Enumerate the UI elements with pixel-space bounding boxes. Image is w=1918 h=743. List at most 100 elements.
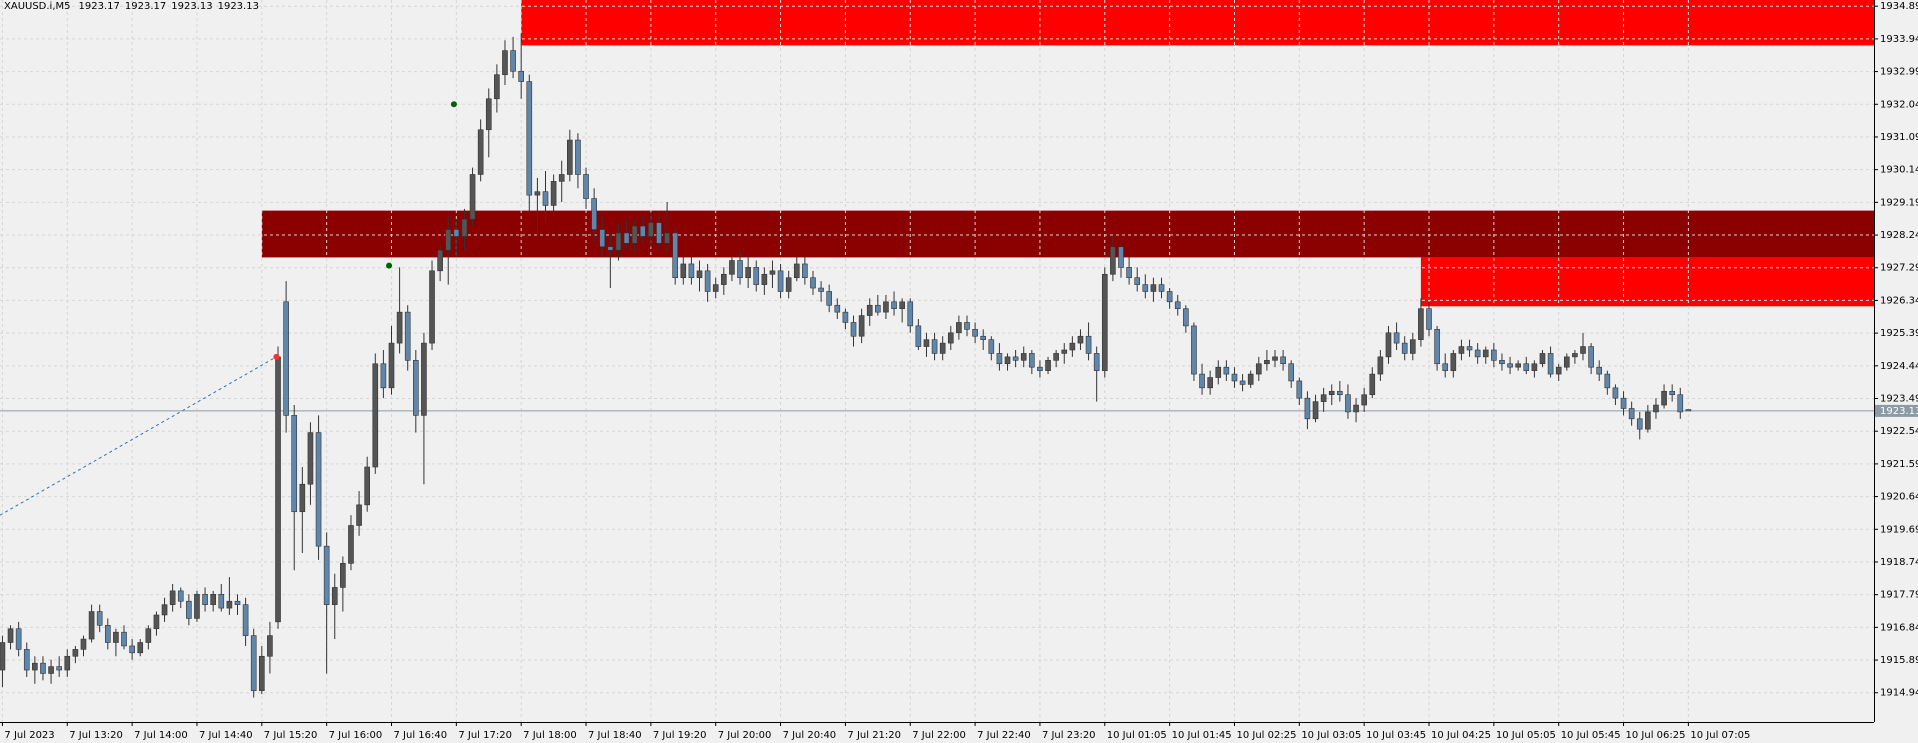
- chart-header: XAUUSD.i,M5 1923.17 1923.17 1923.13 1923.13: [4, 1, 259, 12]
- candle-body: [1337, 390, 1343, 396]
- candle-body: [429, 270, 435, 344]
- candle-body: [1653, 404, 1659, 413]
- candle-body: [315, 432, 322, 547]
- signal-dot: [273, 353, 280, 360]
- candle-body: [96, 611, 103, 626]
- candle-body: [826, 291, 833, 306]
- candle-body: [153, 614, 160, 630]
- candle-body: [615, 232, 622, 251]
- x-tick-label: 7 Jul 16:00: [329, 730, 383, 741]
- candle-body: [104, 624, 111, 643]
- candle-body: [372, 363, 379, 468]
- candle-body: [7, 628, 14, 643]
- x-tick-label: 7 Jul 2023: [4, 730, 54, 741]
- x-tick-label: 10 Jul 05:05: [1496, 730, 1556, 741]
- candle-body: [307, 432, 314, 485]
- y-tick-label: 1928.24: [1880, 230, 1918, 241]
- candle-body: [331, 587, 338, 605]
- x-tick-label: 7 Jul 16:40: [393, 730, 447, 741]
- x-tick-label: 7 Jul 18:00: [523, 730, 577, 741]
- candle-body: [1555, 366, 1562, 375]
- header-close: 1923.13: [218, 1, 259, 12]
- candle-body: [267, 635, 273, 657]
- signal-dot: [386, 262, 393, 269]
- candle-body: [1539, 353, 1546, 365]
- candle-body: [1645, 411, 1651, 430]
- candle-body: [502, 50, 508, 75]
- x-tick-label: 10 Jul 02:25: [1236, 730, 1296, 741]
- x-tick-label: 7 Jul 17:20: [458, 730, 512, 741]
- candle-body: [745, 267, 751, 279]
- candle-body: [858, 315, 865, 337]
- candle-body: [1547, 353, 1554, 375]
- candle-body: [1434, 329, 1440, 365]
- y-tick-label: 1932.04: [1880, 99, 1918, 110]
- candle-body: [340, 563, 346, 588]
- candle-body: [777, 270, 784, 292]
- candle-body: [631, 225, 638, 244]
- candle-body: [445, 229, 452, 251]
- candle-body: [947, 332, 954, 344]
- candle-body: [1588, 346, 1594, 368]
- candle-body: [1580, 346, 1586, 354]
- candle-body: [1361, 394, 1367, 406]
- candle-body: [234, 600, 241, 605]
- x-tick-label: 10 Jul 01:05: [1107, 730, 1167, 741]
- y-tick-label: 1934.89: [1880, 1, 1918, 12]
- candle-body: [1061, 349, 1068, 354]
- candle-body: [121, 631, 127, 647]
- candle-body: [453, 229, 460, 237]
- candle-body: [1296, 380, 1303, 399]
- y-tick-label: 1929.19: [1880, 197, 1918, 208]
- candle-body: [137, 642, 144, 654]
- candle-body: [48, 666, 54, 674]
- candle-body: [704, 270, 711, 292]
- candle-body: [1264, 360, 1270, 365]
- candle-body: [842, 311, 849, 323]
- candle-body: [226, 600, 233, 609]
- candle-body: [356, 504, 362, 526]
- candle-body: [129, 645, 135, 654]
- candle-body: [1636, 418, 1643, 430]
- y-tick-label: 1914.94: [1880, 688, 1918, 699]
- y-tick-label: 1933.94: [1880, 34, 1918, 45]
- y-tick-label: 1922.54: [1880, 426, 1918, 437]
- candle-body: [1328, 390, 1335, 396]
- x-tick-label: 10 Jul 01:45: [1172, 730, 1232, 741]
- candle-body: [23, 649, 30, 671]
- candle-body: [802, 263, 808, 279]
- candle-body: [1045, 360, 1051, 371]
- candle-body: [1531, 363, 1538, 371]
- candle-body: [1183, 308, 1189, 327]
- candle-body: [526, 81, 533, 196]
- candle-body: [1093, 353, 1100, 371]
- symbol: XAUUSD.i,M5: [4, 1, 71, 12]
- candle-body: [818, 287, 824, 292]
- trend-line: [0, 356, 277, 516]
- candle-body: [1685, 409, 1692, 412]
- candle-body: [177, 590, 184, 602]
- candle-body: [1620, 397, 1627, 409]
- candle-body: [494, 74, 500, 100]
- candle-body: [15, 628, 22, 650]
- candle-body: [1223, 366, 1230, 375]
- candle-body: [575, 139, 581, 175]
- candle-body: [712, 284, 719, 292]
- candle-body: [721, 273, 727, 285]
- candle-body: [964, 322, 970, 330]
- x-tick-label: 10 Jul 07:05: [1690, 730, 1750, 741]
- x-tick-label: 7 Jul 13:20: [69, 730, 123, 741]
- candle-body: [1426, 308, 1432, 330]
- candle-body: [461, 218, 468, 237]
- candle-body: [1312, 401, 1319, 420]
- candle-body: [437, 249, 443, 272]
- candle-body: [80, 638, 87, 650]
- candle-body: [1604, 373, 1611, 389]
- header-high: 1923.17: [125, 1, 166, 12]
- candle-body: [510, 50, 516, 72]
- candle-body: [761, 273, 768, 285]
- candle-body: [477, 129, 484, 175]
- candle-body: [1563, 356, 1570, 368]
- candle-body: [388, 342, 395, 389]
